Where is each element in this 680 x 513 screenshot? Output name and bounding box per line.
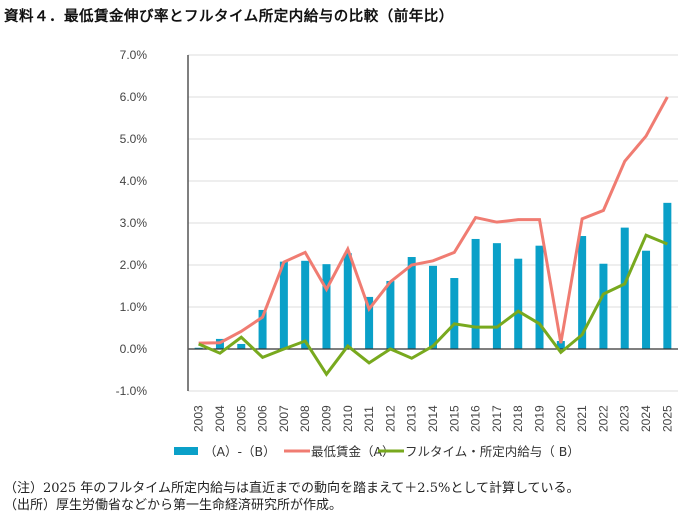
y-tick-labels: -1.0% 0.0% 1.0% 2.0% 3.0% 4.0% 5.0% 6.0% 7.0%	[116, 48, 148, 398]
x-tick-label: 2005	[234, 405, 248, 432]
bar	[365, 296, 374, 349]
bar	[556, 341, 565, 349]
bar	[237, 343, 246, 349]
x-tick-label: 2022	[596, 405, 610, 432]
bar	[599, 263, 608, 349]
bar	[279, 261, 288, 349]
line-series-path	[198, 233, 668, 377]
bar	[535, 245, 544, 349]
x-tick-label: 2010	[341, 405, 355, 432]
legend-label: （A）-（B）	[204, 444, 276, 459]
chart-title: 資料４．最低賃金伸び率とフルタイム所定内給与の比較（前年比）	[4, 9, 454, 25]
x-tick-label: 2011	[362, 406, 376, 432]
legend-label: 最低賃金（A）	[311, 444, 395, 459]
bar-series	[194, 202, 672, 349]
y-tick-label: 7.0%	[120, 48, 148, 62]
y-tick-label: 2.0%	[120, 258, 148, 272]
bar	[450, 278, 459, 349]
y-tick-label: 3.0%	[120, 216, 148, 230]
bar	[642, 250, 651, 349]
x-tick-label: 2013	[405, 405, 419, 432]
x-tick-label: 2018	[511, 405, 525, 432]
x-tick-label: 2007	[277, 405, 291, 432]
x-tick-label: 2015	[447, 405, 461, 432]
bar	[386, 280, 395, 349]
bar	[471, 238, 480, 349]
legend-label: フルタイム・所定内給与（ B）	[405, 444, 580, 459]
bar	[301, 260, 310, 349]
footnote-source: （出所）厚生労働省などから第一生命経済研究所が作成。	[4, 498, 343, 513]
y-tick-label: -1.0%	[116, 384, 148, 398]
legend: （A）-（B） 最低賃金（A） フルタイム・所定内給与（ B）	[174, 444, 580, 459]
x-tick-label: 2004	[213, 405, 227, 432]
bar	[578, 236, 587, 349]
x-tick-label: 2017	[490, 405, 504, 432]
line-series	[198, 96, 669, 377]
x-tick-label: 2016	[469, 405, 483, 432]
bar	[258, 309, 267, 349]
bar	[663, 202, 672, 349]
bar	[429, 265, 437, 349]
x-tick-label: 2009	[319, 405, 333, 432]
legend-swatch-bar	[174, 447, 198, 455]
x-tick-labels: 2003 2004 2005 2006 2007 2008 2009 2010 2011 2012…	[192, 405, 675, 432]
bar	[194, 347, 203, 349]
x-tick-label: 2024	[639, 405, 653, 432]
bar	[492, 243, 501, 349]
bar	[407, 257, 416, 349]
y-tick-label: 4.0%	[120, 174, 148, 188]
y-tick-label: 6.0%	[120, 90, 148, 104]
chart: -1.0% 0.0% 1.0% 2.0% 3.0% 4.0% 5.0% 6.0% 7.0% 20…	[116, 48, 678, 459]
x-tick-label: 2021	[575, 405, 589, 432]
y-tick-label: 5.0%	[120, 132, 148, 146]
bar	[322, 264, 331, 349]
x-tick-label: 2003	[192, 405, 206, 432]
x-tick-label: 2008	[298, 405, 312, 432]
x-tick-label: 2023	[618, 405, 632, 432]
bar	[343, 253, 352, 349]
bar	[514, 258, 523, 349]
bar	[620, 227, 629, 349]
x-tick-label: 2014	[426, 405, 440, 432]
x-tick-label: 2006	[256, 405, 270, 432]
x-tick-label: 2019	[533, 405, 547, 432]
y-tick-label: 1.0%	[120, 300, 148, 314]
x-tick-label: 2012	[383, 405, 397, 432]
y-tick-label: 0.0%	[120, 342, 148, 356]
x-tick-label: 2020	[554, 405, 568, 432]
footnote-note: （注）2025 年のフルタイム所定内給与は直近までの動向を踏まえて＋2.5%とし…	[4, 481, 580, 496]
line-series-path	[198, 96, 669, 345]
x-tick-label: 2025	[660, 405, 674, 432]
